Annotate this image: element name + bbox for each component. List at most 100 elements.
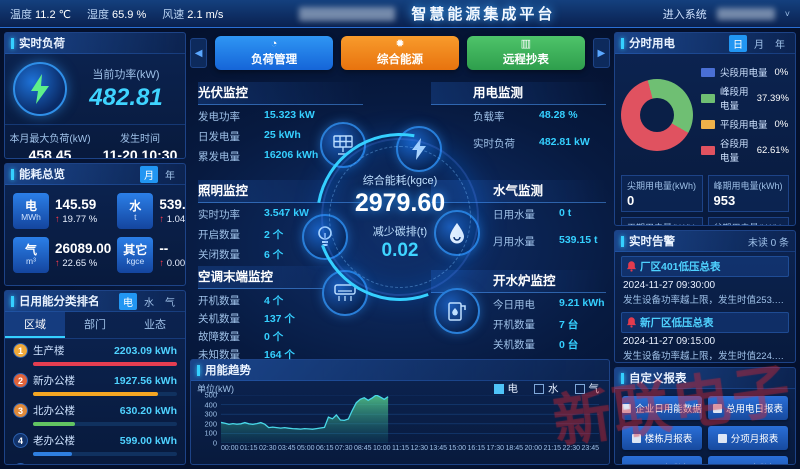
x-tick-label: 01:15: [240, 445, 258, 452]
panel-title: 实时告警 未读 0 条: [615, 231, 795, 252]
load-management-button[interactable]: ◔ 负荷管理: [215, 36, 334, 70]
remote-meter-button[interactable]: ▥ 远程抄表: [466, 36, 585, 70]
tab-department[interactable]: 部门: [84, 319, 106, 331]
right-column: 分时用电 日 月 年 尖段用电量 0% 峰段用电量 37.39% 平段用电量 0% 谷…: [614, 32, 796, 465]
toggle-month[interactable]: 月: [140, 165, 158, 183]
report-button-item-monthly[interactable]: 分项月报表: [708, 426, 788, 450]
username[interactable]: [716, 7, 775, 20]
current-power-label: 当前功率(kW): [92, 69, 160, 81]
occur-time-cell: 发生时间 11-20 10:30: [102, 134, 178, 159]
integrated-energy-button[interactable]: ✹ 综合能源: [341, 36, 459, 70]
toggle-month[interactable]: 月: [754, 39, 764, 51]
tab-business-type[interactable]: 业态: [144, 319, 166, 331]
up-arrow-icon: ↑: [55, 258, 60, 269]
enter-system-link[interactable]: 进入系统: [662, 8, 707, 21]
module-nav: ◀ ◔ 负荷管理 ✹ 综合能源 ▥ 远程抄表 ▶: [190, 32, 610, 74]
alarm-item[interactable]: 厂区401低压总表 2024-11-27 09:30:00 发生设备功率越上限，…: [621, 256, 789, 306]
panel-title: 用能趋势: [191, 360, 609, 381]
report-icon: [631, 463, 641, 464]
current-power-value: 482.81: [89, 84, 163, 111]
legend-swatch: [701, 119, 715, 129]
left-column: 实时负荷 当前功率(kW) 482.81 本月最大负荷(kW) 458.45: [4, 32, 186, 465]
tou-legend: 尖段用电量 0% 峰段用电量 37.39% 平段用电量 0% 谷段用电量 62.61%: [701, 60, 789, 169]
y-axis-unit-label: 单位(kW): [197, 384, 234, 394]
tab-area[interactable]: 区域: [5, 312, 65, 338]
alarm-item[interactable]: 新厂区低压总表 2024-11-27 09:15:00 发生设备功率越上限，发生…: [621, 312, 789, 362]
ranking-list: 1 生产楼 2203.09 kWh 2 新办公楼 1927.56 kWh 3 北办公…: [5, 339, 185, 464]
x-tick-label: 17:30: [486, 445, 504, 452]
x-tick-label: 02:30: [259, 445, 277, 452]
unread-count: 未读 0 条: [747, 237, 789, 249]
x-tick-label: 00:00: [221, 445, 239, 452]
report-icon: [712, 403, 722, 413]
y-tick-label: 400: [204, 400, 217, 410]
legend-gas[interactable]: 气: [574, 381, 599, 396]
nav-left-arrow[interactable]: ◀: [190, 38, 208, 68]
x-tick-label: 15:00: [448, 445, 466, 452]
toggle-year[interactable]: 年: [165, 170, 175, 182]
legend-swatch: [701, 145, 715, 155]
y-tick-label: 100: [204, 428, 217, 438]
energy-item-water: 水t 539.15 ↑ 1.04 %: [117, 193, 185, 229]
ranking-row: 1 生产楼 2203.09 kWh: [13, 343, 177, 366]
trend-plot-area: [221, 395, 599, 443]
x-tick-label: 20:00: [524, 445, 542, 452]
ranking-row: 4 老办公楼 599.00 kWh: [13, 433, 177, 456]
gauge-icon: ◔: [270, 38, 278, 50]
toggle-day[interactable]: 日: [729, 34, 747, 52]
wind-stat: 风速 2.1 m/s: [162, 8, 224, 21]
toggle-gas[interactable]: 气: [165, 297, 175, 309]
toggle-electric[interactable]: 电: [119, 292, 137, 310]
x-tick-label: 03:45: [278, 445, 296, 452]
y-tick-label: 200: [204, 419, 217, 429]
panel-energy-trend: 用能趋势 单位(kW) 电 水 气 0 100 200 300 400 500: [190, 359, 610, 465]
section-ac-monitoring: 空调末端监控 开机数量 4 个 关机数量 137 个 故障数量 0 个 未知数量 164…: [198, 266, 363, 362]
panel-time-of-use: 分时用电 日 月 年 尖段用电量 0% 峰段用电量 37.39% 平段用电量 0% 谷…: [614, 32, 796, 226]
max-load-cell: 本月最大负荷(kW) 458.45: [9, 134, 91, 159]
x-tick-label: 07:30: [335, 445, 353, 452]
x-tick-label: 08:45: [354, 445, 372, 452]
y-tick-label: 500: [204, 390, 217, 400]
toggle-year[interactable]: 年: [775, 39, 785, 51]
ranking-row: 2 新办公楼 1927.56 kWh: [13, 373, 177, 396]
tou-stat-peak: 峰期用电量(kWh) 953: [707, 175, 789, 212]
report-icon: [717, 433, 727, 443]
x-tick-label: 18:45: [505, 445, 523, 452]
report-button-building-monthly[interactable]: 楼栋月报表: [622, 426, 702, 450]
x-tick-label: 11:15: [392, 445, 409, 452]
report-button-daily-energy[interactable]: 企业日用能数据: [622, 396, 702, 420]
ring-dashed: [329, 145, 471, 288]
x-tick-label: 22:30: [562, 445, 580, 452]
report-button-daily-gas[interactable]: 日用气数据: [622, 456, 702, 464]
company-logo: [299, 6, 396, 21]
x-tick-label: 23:45: [581, 445, 599, 452]
ranking-row: 3 北办公楼 630.20 kWh: [13, 403, 177, 426]
energy-item-electric: 电 MWh 145.59 ↑ 19.77 %: [13, 193, 111, 229]
x-tick-label: 21:15: [543, 445, 561, 452]
legend-water[interactable]: 水: [534, 381, 559, 396]
chevron-down-icon[interactable]: ˅: [784, 8, 790, 19]
tou-stat-sharp: 尖期用电量(kWh) 0: [621, 175, 703, 212]
panel-realtime-load: 实时负荷 当前功率(kW) 482.81 本月最大负荷(kW) 458.45: [4, 32, 186, 159]
report-button-daily-electric[interactable]: 总用电日报表: [708, 396, 788, 420]
x-tick-label: 06:15: [316, 445, 334, 452]
checkbox-checked-icon: [493, 383, 504, 394]
toggle-water[interactable]: 水: [144, 297, 154, 309]
tou-stat-valley: 谷期用电量(kWh)1596: [707, 217, 789, 225]
panel-title: 分时用电 日 月 年: [615, 33, 795, 54]
tou-donut-chart: [621, 78, 693, 151]
checkbox-empty-icon: [534, 383, 544, 394]
center-column: ◀ ◔ 负荷管理 ✹ 综合能源 ▥ 远程抄表 ▶ 光伏监控: [190, 32, 610, 465]
temperature-stat: 温度 11.2 ℃: [10, 8, 72, 21]
nav-right-arrow[interactable]: ▶: [592, 38, 610, 68]
boiler-icon: [434, 288, 480, 334]
section-boiler-monitoring: 开水炉监控 今日用电 9.21 kWh 开机数量 7 台 关机数量 0 台: [431, 270, 606, 357]
meter-icon: ▥: [520, 38, 532, 50]
y-tick-label: 0: [212, 438, 217, 448]
checkbox-empty-icon: [574, 383, 585, 394]
legend-electric[interactable]: 电: [493, 381, 518, 396]
center-stage: 光伏监控 发电功率 15.323 kW 日发电量 25 kWh 累发电量 16206 …: [190, 78, 610, 361]
report-button-daily-water[interactable]: 日用水数据: [708, 456, 788, 464]
